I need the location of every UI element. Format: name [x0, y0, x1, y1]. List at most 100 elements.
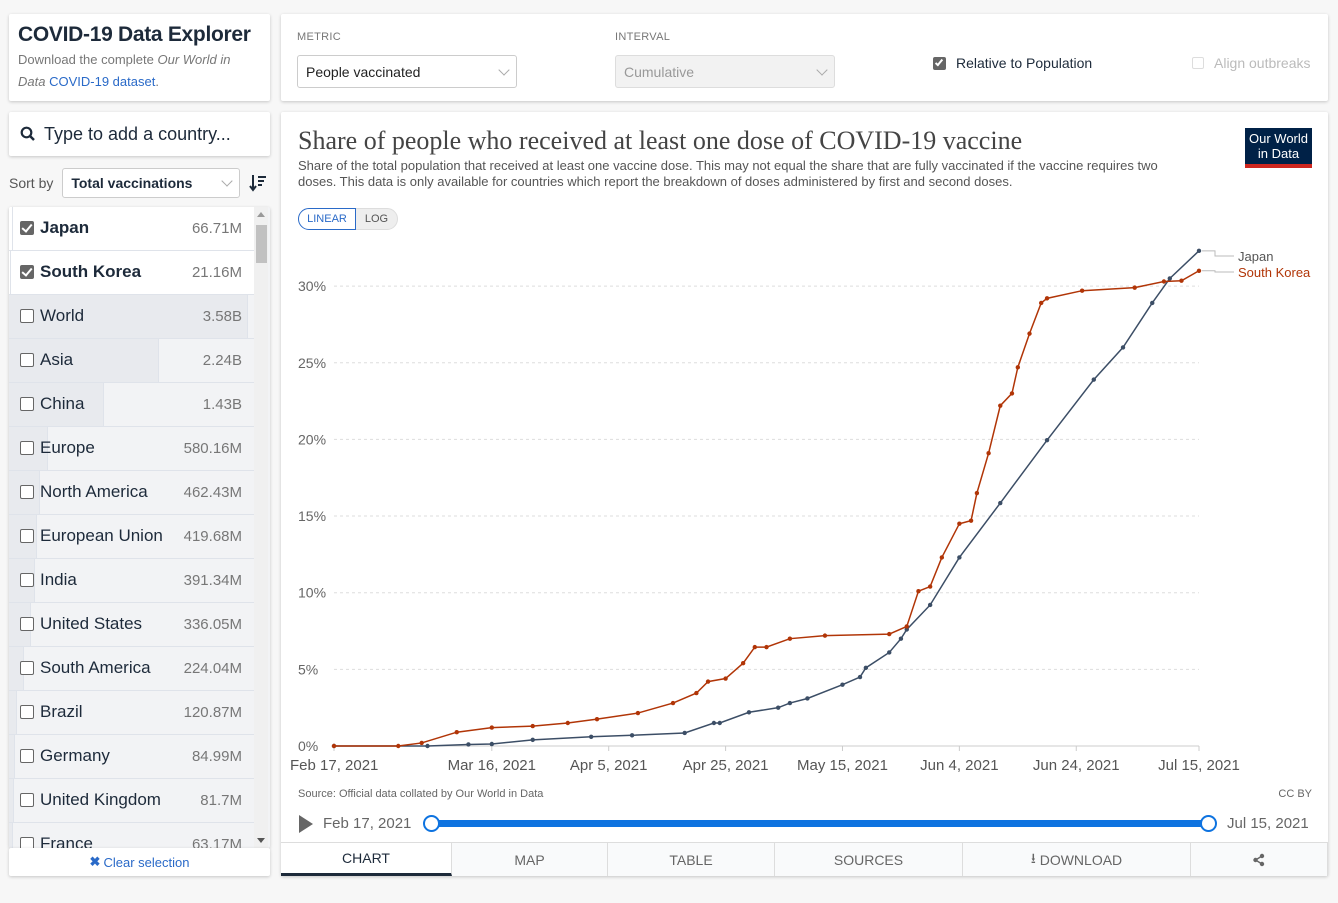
- country-row[interactable]: South America 224.04M: [9, 647, 254, 691]
- country-name: Asia: [40, 350, 74, 369]
- data-point: [787, 700, 793, 706]
- desc-text: Download the complete: [18, 52, 158, 67]
- data-point: [1167, 276, 1172, 281]
- country-name: North America: [40, 482, 148, 501]
- country-value: 419.68M: [183, 528, 242, 545]
- checkbox-unchecked-icon[interactable]: [20, 353, 34, 367]
- checkbox-unchecked-icon[interactable]: [20, 441, 34, 455]
- country-row[interactable]: North America 462.43M: [9, 471, 254, 515]
- interval-select[interactable]: Cumulative: [615, 55, 835, 88]
- data-point: [1196, 268, 1202, 273]
- checkbox-unchecked-icon[interactable]: [20, 705, 34, 719]
- data-point: [764, 644, 769, 650]
- checkbox-unchecked-icon[interactable]: [20, 529, 34, 543]
- timeline-range[interactable]: [431, 820, 1209, 827]
- sort-value: Total vaccinations: [71, 175, 193, 191]
- tab-share[interactable]: [1191, 843, 1328, 876]
- value-bar: [9, 823, 14, 848]
- data-point: [1150, 300, 1155, 306]
- dataset-link[interactable]: COVID-19 dataset: [49, 74, 156, 89]
- country-row[interactable]: France 63.17M: [9, 823, 254, 848]
- scroll-thumb[interactable]: [256, 225, 267, 263]
- y-tick-label: 20%: [298, 431, 326, 447]
- scroll-down-icon[interactable]: [257, 838, 265, 843]
- checkbox-unchecked-icon[interactable]: [20, 661, 34, 675]
- timeline-end-handle[interactable]: [1200, 815, 1217, 832]
- checkbox-unchecked-icon[interactable]: [20, 485, 34, 499]
- data-point: [916, 588, 921, 594]
- license-link[interactable]: CC BY: [1278, 788, 1312, 800]
- checkbox-unchecked-icon[interactable]: [20, 309, 34, 323]
- checkbox-unchecked-icon[interactable]: [20, 397, 34, 411]
- country-name: United States: [40, 614, 143, 633]
- checkbox-unchecked-icon[interactable]: [20, 573, 34, 587]
- country-name: Europe: [40, 438, 95, 457]
- align-outbreaks-checkbox[interactable]: Align outbreaks: [1192, 55, 1311, 71]
- y-tick-label: 25%: [298, 355, 326, 371]
- tab-label: DOWNLOAD: [1039, 851, 1123, 868]
- country-name: France: [40, 834, 93, 848]
- chevron-down-icon: [221, 175, 234, 187]
- tab-label: TABLE: [669, 851, 713, 868]
- country-row[interactable]: Europe 580.16M: [9, 427, 254, 471]
- metric-select[interactable]: People vaccinated: [297, 55, 517, 88]
- metric-label: METRIC: [297, 31, 341, 43]
- country-value: 84.99M: [191, 748, 242, 765]
- play-icon[interactable]: [299, 815, 313, 833]
- country-row[interactable]: Japan 66.71M: [9, 207, 254, 251]
- checkbox-unchecked-icon[interactable]: [20, 617, 34, 631]
- country-row[interactable]: Brazil 120.87M: [9, 691, 254, 735]
- tab-download[interactable]: ⭳ DOWNLOAD: [963, 843, 1191, 876]
- checkbox-checked-icon[interactable]: [20, 265, 34, 279]
- relative-to-population-checkbox[interactable]: Relative to Population: [933, 55, 1092, 71]
- data-point: [588, 734, 594, 740]
- clear-selection-button[interactable]: ✖ Clear selection: [9, 848, 270, 876]
- checkbox-unchecked-icon[interactable]: [20, 837, 34, 848]
- x-tick-label: May 15, 2021: [797, 757, 888, 774]
- checkbox-unchecked-icon[interactable]: [20, 749, 34, 763]
- country-row[interactable]: Asia 2.24B: [9, 339, 254, 383]
- timeline-start-handle[interactable]: [423, 815, 440, 832]
- line-chart: 0% 5% 10% 15% 20% 25% 30% Feb 17, 2021 Mar 16, 2…: [290, 248, 1311, 774]
- sort-select[interactable]: Total vaccinations: [62, 168, 241, 198]
- checkbox-checked-icon[interactable]: [20, 221, 34, 235]
- country-row[interactable]: China 1.43B: [9, 383, 254, 427]
- owid-logo[interactable]: Our World in Data: [1245, 128, 1312, 168]
- data-point: [904, 624, 909, 629]
- country-row[interactable]: India 391.34M: [9, 559, 254, 603]
- country-name: Brazil: [40, 702, 83, 721]
- sort-order-icon[interactable]: [248, 173, 268, 193]
- data-point: [752, 644, 758, 650]
- checkbox-unchecked-icon[interactable]: [20, 793, 34, 807]
- tab-sources[interactable]: SOURCES: [775, 843, 963, 876]
- country-row[interactable]: European Union 419.68M: [9, 515, 254, 559]
- value-bar: [9, 251, 11, 294]
- share-icon: [1253, 853, 1265, 866]
- data-point: [986, 450, 991, 456]
- scroll-up-icon[interactable]: [257, 212, 265, 217]
- country-row[interactable]: South Korea 21.16M: [9, 251, 254, 295]
- tab-label: SOURCES: [833, 851, 904, 868]
- y-tick-label: 5%: [298, 661, 318, 677]
- data-point: [1009, 391, 1015, 396]
- log-scale-toggle[interactable]: LOG: [355, 208, 398, 230]
- series-label: South Korea: [1238, 265, 1311, 280]
- country-value: 224.04M: [183, 660, 242, 677]
- country-row[interactable]: United States 336.05M: [9, 603, 254, 647]
- country-row[interactable]: World 3.58B: [9, 295, 254, 339]
- timeline-end-label: Jul 15, 2021: [1227, 815, 1309, 832]
- data-point: [927, 584, 933, 589]
- linear-scale-toggle[interactable]: LINEAR: [298, 208, 356, 230]
- tab-chart[interactable]: CHART: [281, 843, 452, 876]
- country-value: 3.58B: [202, 308, 242, 325]
- desc-suffix: .: [155, 74, 159, 89]
- data-point: [635, 710, 641, 716]
- data-point: [1044, 437, 1050, 443]
- list-scrollbar[interactable]: [254, 207, 268, 848]
- tab-map[interactable]: MAP: [452, 843, 608, 876]
- country-row[interactable]: Germany 84.99M: [9, 735, 254, 779]
- country-search-input[interactable]: Type to add a country...: [9, 112, 270, 156]
- country-row[interactable]: United Kingdom 81.7M: [9, 779, 254, 823]
- country-name: South Korea: [40, 262, 142, 281]
- tab-table[interactable]: TABLE: [608, 843, 775, 876]
